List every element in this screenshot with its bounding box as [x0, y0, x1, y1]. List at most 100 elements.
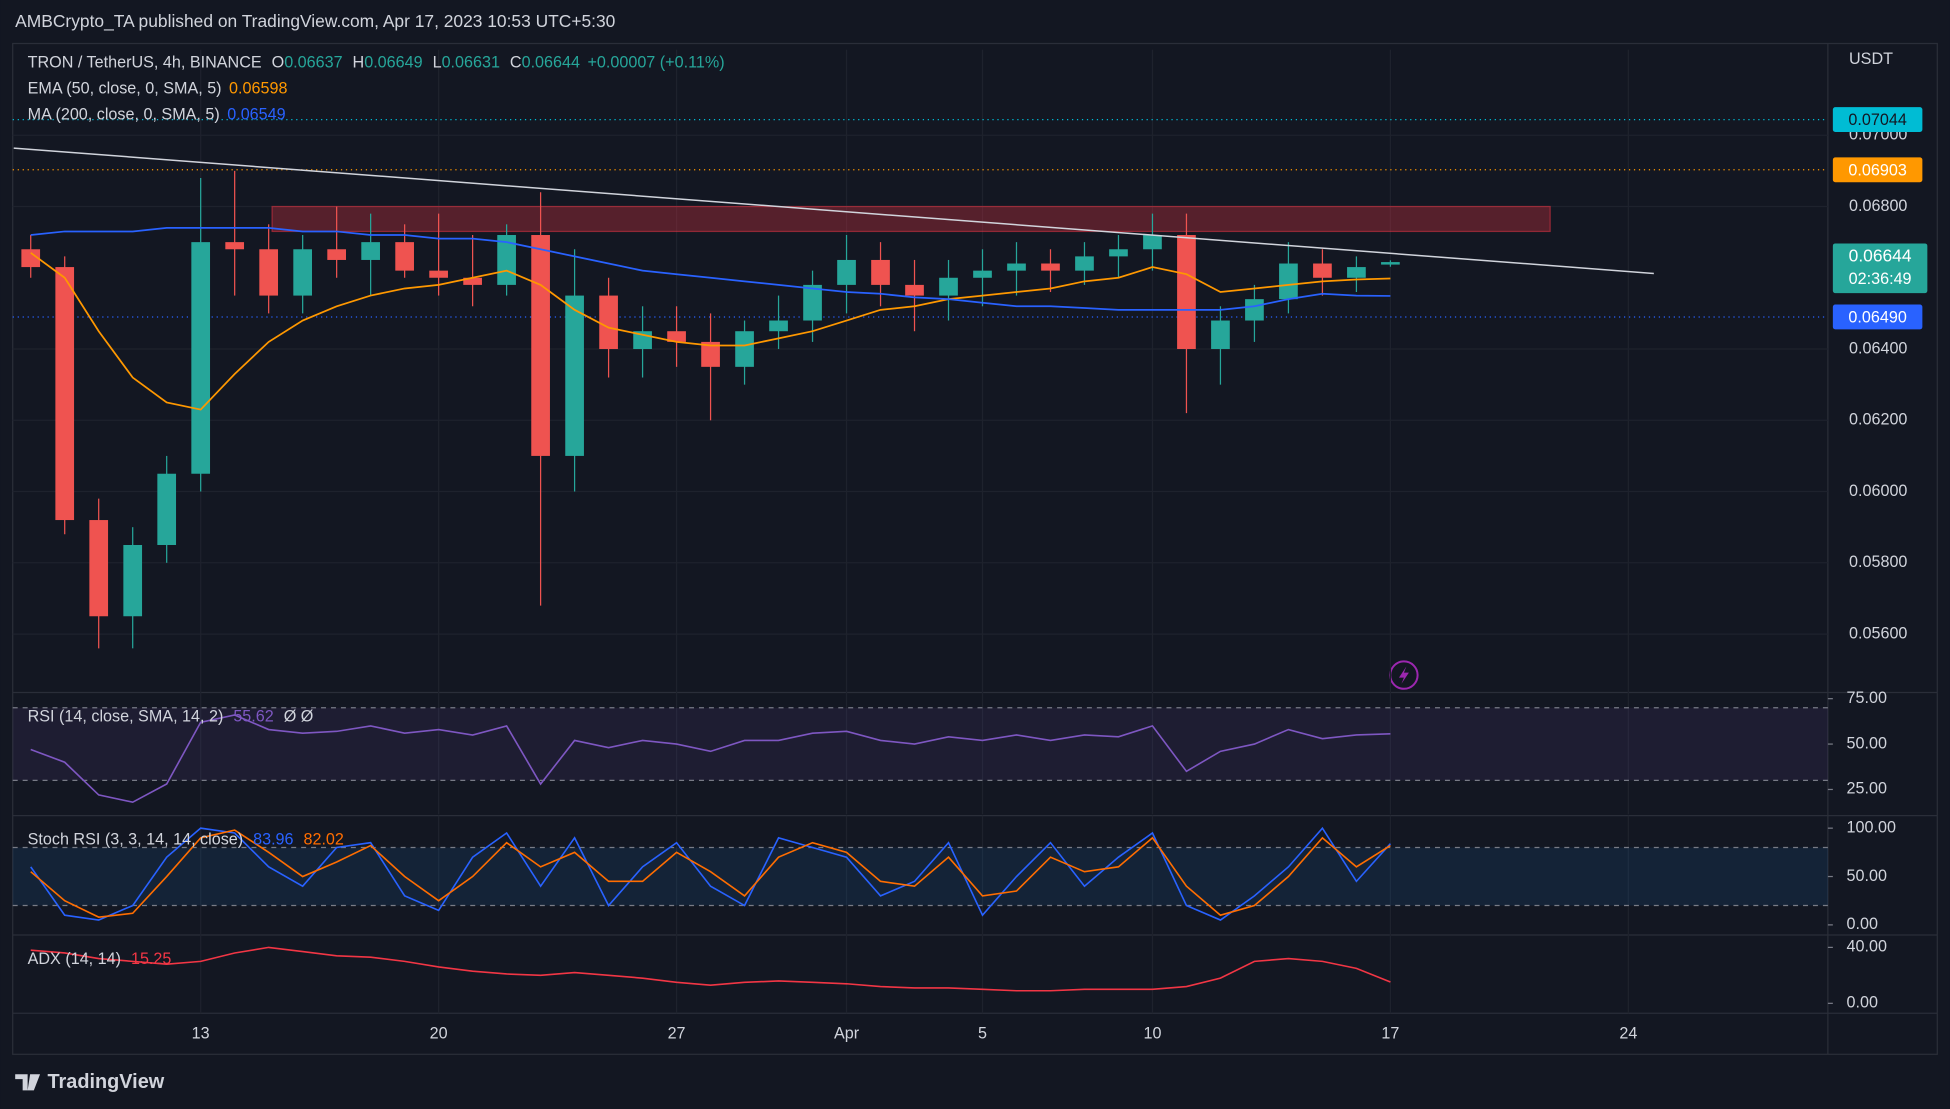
candle-body: [89, 520, 109, 617]
brand: TradingView: [48, 1071, 165, 1093]
indicator-legend: ADX (14, 14) 15.25: [28, 950, 172, 968]
candle-body: [1177, 235, 1196, 350]
ohlc-key: H: [353, 54, 365, 72]
current-price-badge: [1832, 243, 1928, 294]
band-fill: [12, 707, 1828, 781]
axis-label: USDT: [1849, 50, 1893, 68]
y-tick-label: 0.06400: [1849, 339, 1907, 357]
change: +0.00007 (+0.11%): [587, 54, 724, 72]
y-tick-label: 100.00: [1847, 818, 1896, 836]
candle-body: [667, 331, 686, 342]
ohlc-key: L: [433, 54, 442, 72]
candle-body: [1041, 263, 1060, 271]
indicator-legend: RSI (14, close, SMA, 14, 2) 55.62 Ø Ø: [28, 708, 314, 726]
price-badge: [1832, 107, 1923, 132]
candle-body: [939, 277, 958, 296]
indicator-line: [30, 946, 1391, 992]
candle-body: [225, 242, 245, 250]
ma-name: EMA (50, close, 0, SMA, 5): [28, 80, 222, 98]
indicator-line: [30, 714, 1391, 804]
price-badge-label: 0.07044: [1848, 111, 1906, 129]
indicator-value: 55.62: [233, 708, 273, 726]
x-tick-label: 17: [1381, 1025, 1399, 1043]
indicator-title: ADX (14, 14): [28, 950, 121, 968]
price-badge: [1832, 157, 1923, 183]
candle-body: [293, 249, 313, 296]
candle-body: [157, 473, 177, 545]
symbol-legend: TRON / TetherUS, 4h, BINANCE O0.06637 H0.0…: [28, 54, 725, 72]
candle-body: [701, 341, 720, 367]
ma-value: 0.06598: [229, 80, 287, 98]
y-tick-label: 0.06800: [1849, 197, 1907, 215]
y-tick-label: 0.06200: [1849, 411, 1907, 429]
candle-body: [1245, 299, 1264, 321]
alert-bolt[interactable]: [1398, 666, 1409, 684]
candle-body: [21, 249, 41, 268]
ohlc-value: 0.06637: [284, 54, 342, 72]
ohlc-value: 0.06644: [522, 54, 580, 72]
indicator-value: 15.25: [131, 950, 171, 968]
price-badge-label: 0.06903: [1848, 161, 1906, 179]
ma-line: [30, 227, 1391, 311]
panel-separators: [12, 43, 1938, 1055]
indicator-value: 82.02: [303, 831, 343, 849]
ma-legend: EMA (50, close, 0, SMA, 5) 0.06598: [28, 80, 288, 98]
x-tick-label: 24: [1619, 1025, 1637, 1043]
current-price: 0.06644: [1849, 246, 1912, 266]
candle-body: [1279, 263, 1298, 300]
candle-body: [973, 270, 992, 278]
logo-mark: [15, 1074, 41, 1091]
indicator-line: [30, 829, 1391, 918]
ohlc-value: 0.06631: [442, 54, 500, 72]
candle-body: [1313, 263, 1332, 278]
indicator-title: RSI (14, close, SMA, 14, 2): [28, 708, 224, 726]
candle-body: [1347, 267, 1366, 278]
candle-body: [735, 331, 754, 367]
candle-body: [905, 284, 924, 296]
x-tick-label: 10: [1143, 1025, 1161, 1043]
indicator-value: 83.96: [253, 831, 293, 849]
y-tick-label: 50.00: [1847, 734, 1887, 752]
candle-body: [463, 277, 482, 285]
y-tick-label: 0.00: [1847, 994, 1878, 1012]
band-fill: [12, 847, 1828, 906]
chart-frame: [12, 42, 1938, 1055]
x-tick-label: 27: [668, 1025, 686, 1043]
x-tick-label: 20: [430, 1025, 448, 1043]
candle-body: [361, 242, 380, 260]
ma-name: MA (200, close, 0, SMA, 5): [28, 106, 220, 124]
candle-body: [769, 320, 788, 332]
y-tick-label: 25.00: [1847, 780, 1887, 798]
x-tick-label: Apr: [834, 1025, 860, 1043]
ohlc-key: O: [272, 54, 285, 72]
candle-body: [191, 242, 211, 474]
candle-body: [1381, 262, 1400, 265]
x-tick-label: 13: [192, 1025, 210, 1043]
countdown: 02:36:49: [1849, 270, 1912, 288]
symbol-title: TRON / TetherUS, 4h, BINANCE: [28, 54, 262, 72]
candle-body: [837, 259, 856, 285]
ma-value: 0.06549: [227, 106, 285, 124]
y-tick-label: 0.06000: [1849, 482, 1907, 500]
candle-body: [1109, 249, 1128, 257]
publisher: AMBCrypto_TA published on TradingView.co…: [15, 11, 615, 31]
candle-body: [123, 544, 143, 617]
candle-body: [429, 270, 448, 278]
candle-body: [55, 267, 75, 521]
candle-body: [599, 295, 618, 350]
ohlc-value: 0.06649: [364, 54, 422, 72]
price-badge: [1832, 304, 1923, 330]
y-tick-label: 40.00: [1847, 938, 1887, 956]
indicator-legend: Stoch RSI (3, 3, 14, 14, close) 83.96 82.0…: [28, 831, 344, 849]
candle-body: [1211, 320, 1230, 350]
candle-body: [871, 259, 890, 285]
indicator-extra: Ø Ø: [284, 708, 314, 726]
y-tick-label: 0.00: [1847, 915, 1878, 933]
ma-legend: MA (200, close, 0, SMA, 5) 0.06549: [28, 106, 286, 124]
indicator-title: Stoch RSI (3, 3, 14, 14, close): [28, 831, 244, 849]
y-tick-label: 50.00: [1847, 867, 1887, 885]
ohlc-key: C: [510, 54, 522, 72]
candle-body: [1143, 235, 1162, 250]
